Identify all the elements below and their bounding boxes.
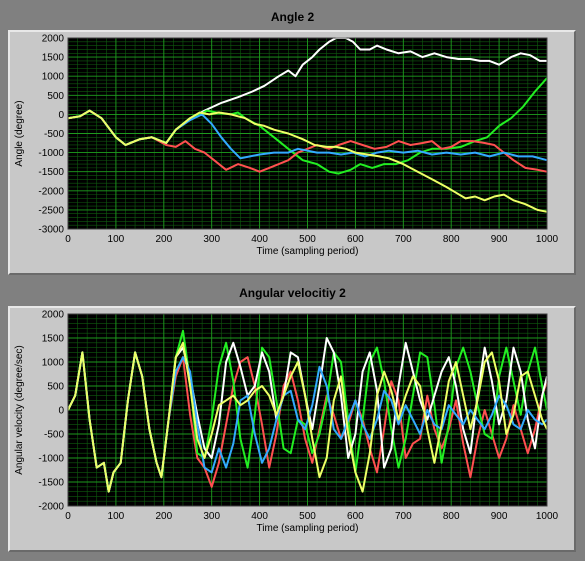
x-tick-label: 1000 <box>536 511 559 522</box>
y-tick-label: 1500 <box>42 334 65 345</box>
x-tick-label: 900 <box>491 234 508 245</box>
grid <box>67 37 548 230</box>
y-tick-label: 0 <box>58 406 64 417</box>
x-tick-label: 800 <box>443 234 460 245</box>
chart1-title: Angle 2 <box>270 10 315 24</box>
x-axis-label: Time (sampling period) <box>257 246 359 257</box>
y-tick-label: -1500 <box>38 167 64 178</box>
plot-frame <box>67 37 548 230</box>
x-tick-label: 200 <box>155 234 172 245</box>
x-tick-label: 700 <box>395 511 412 522</box>
series-line-5 <box>67 109 548 213</box>
x-tick-label: 500 <box>299 234 316 245</box>
y-axis-label: Angular velocity (degree/sec) <box>14 345 25 475</box>
y-tick-label: -2500 <box>38 205 64 216</box>
y-tick-label: 1500 <box>42 53 65 64</box>
x-tick-label: 200 <box>155 511 172 522</box>
x-tick-label: 600 <box>347 234 364 245</box>
chart2-plot: 0 100 200 300 400 500 600 700 800 900 1000 -2000 -15… <box>14 310 559 535</box>
x-tick-label: 600 <box>347 511 364 522</box>
chart1-panel: 0 100 200 300 400 500 600 700 800 900 1000 -3000 -25… <box>8 30 576 275</box>
y-tick-label: 0 <box>58 110 64 121</box>
x-tick-label: 300 <box>203 511 220 522</box>
chart2-title: Angular velocitiy 2 <box>239 286 346 300</box>
chart1-plot: 0 100 200 300 400 500 600 700 800 900 1000 -3000 -25… <box>14 34 559 258</box>
x-tick-label: 0 <box>65 234 71 245</box>
x-tick-label: 800 <box>443 511 460 522</box>
y-tick-label: -500 <box>44 129 64 140</box>
y-tick-label: -3000 <box>38 225 64 236</box>
plot-frame <box>67 313 548 507</box>
y-tick-label: 500 <box>47 91 64 102</box>
x-tick-label: 100 <box>108 234 125 245</box>
y-tick-label: 1000 <box>42 358 65 369</box>
x-tick-label: 700 <box>395 234 412 245</box>
x-tick-label: 400 <box>251 511 268 522</box>
x-tick-label: 1000 <box>536 234 559 245</box>
x-tick-label: 300 <box>203 234 220 245</box>
y-tick-label: 500 <box>47 382 64 393</box>
y-tick-label: -1500 <box>38 478 64 489</box>
x-axis-label: Time (sampling period) <box>257 523 359 534</box>
series-line-5 <box>67 341 548 493</box>
y-tick-label: 1000 <box>42 72 65 83</box>
y-tick-label: -2000 <box>38 186 64 197</box>
y-tick-label: -1000 <box>38 454 64 465</box>
y-tick-label: 2000 <box>42 310 65 321</box>
y-tick-label: -2000 <box>38 502 64 513</box>
y-tick-label: 2000 <box>42 34 65 45</box>
x-tick-label: 400 <box>251 234 268 245</box>
y-axis-label: Angle (degree) <box>14 100 25 166</box>
chart2-panel: 0 100 200 300 400 500 600 700 800 900 1000 -2000 -15… <box>8 306 576 552</box>
y-tick-label: -500 <box>44 430 64 441</box>
x-tick-label: 500 <box>299 511 316 522</box>
x-tick-label: 100 <box>108 511 125 522</box>
y-tick-label: -1000 <box>38 148 64 159</box>
x-tick-label: 900 <box>491 511 508 522</box>
x-tick-label: 0 <box>65 511 71 522</box>
